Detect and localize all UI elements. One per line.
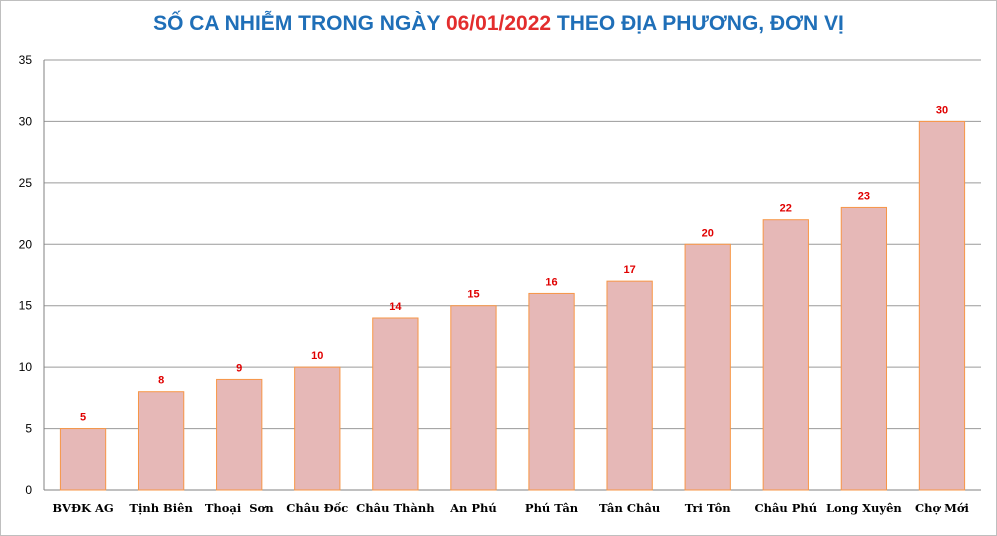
- x-tick-label: Châu Thành: [356, 501, 435, 515]
- x-tick-label: Phú Tân: [525, 501, 579, 515]
- data-label: 15: [467, 289, 479, 301]
- data-label: 30: [936, 104, 948, 116]
- data-label: 20: [702, 227, 714, 239]
- title-suffix: THEO ĐỊA PHƯƠNG, ĐƠN VỊ: [556, 12, 844, 35]
- bar: [137, 391, 185, 491]
- y-tick-label: 35: [19, 53, 33, 67]
- bar: [606, 280, 653, 491]
- data-label: 8: [158, 375, 164, 387]
- x-tick-label: Chợ Mới: [915, 501, 970, 515]
- bars: [59, 120, 966, 491]
- data-label: 17: [624, 264, 636, 276]
- x-tick-label: Châu Đốc: [286, 501, 348, 515]
- gridlines: [44, 59, 981, 430]
- y-tick-label: 20: [19, 237, 33, 251]
- y-tick-label: 15: [19, 299, 33, 313]
- y-tick-label: 5: [25, 422, 32, 436]
- bar: [372, 317, 419, 491]
- data-label: 16: [545, 276, 557, 288]
- labels: 0 5 10 15 20 25 30 35 5 BVĐK AG 8 Tịnh Biên 9 Thoại S…: [19, 53, 970, 515]
- x-tick-label: Châu Phú: [754, 501, 817, 515]
- bar: [216, 378, 263, 491]
- title-prefix: SỐ CA NHIỄM TRONG NGÀY: [153, 12, 441, 35]
- y-tick-label: 30: [19, 114, 33, 128]
- bar: [294, 366, 341, 491]
- x-tick-label: An Phú: [449, 501, 497, 515]
- bar: [684, 243, 731, 491]
- x-tick-label: BVĐK AG: [52, 501, 113, 515]
- x-tick-label: Thoại Sơn: [205, 501, 274, 515]
- bar: [528, 292, 575, 491]
- bar: [762, 219, 809, 491]
- x-tick-label: Tri Tôn: [685, 501, 732, 515]
- data-label: 22: [780, 203, 792, 215]
- data-label: 10: [311, 350, 323, 362]
- y-tick-label: 10: [19, 360, 33, 374]
- bar: [840, 206, 888, 491]
- data-label: 9: [236, 362, 242, 374]
- x-tick-label: Tịnh Biên: [129, 501, 193, 515]
- chart-title: SỐ CA NHIỄM TRONG NGÀY 06/01/2022 THEO Đ…: [0, 12, 997, 36]
- data-label: 5: [80, 412, 86, 424]
- axes: [43, 60, 981, 491]
- x-tick-label: Tân Châu: [599, 501, 660, 515]
- x-tick-label: Long Xuyên: [826, 501, 902, 515]
- data-label: 23: [858, 190, 870, 202]
- bar: [59, 428, 107, 491]
- bar: [450, 305, 497, 491]
- y-tick-label: 0: [25, 483, 32, 497]
- data-label: 14: [389, 301, 402, 313]
- y-tick-label: 25: [19, 176, 33, 190]
- title-date: 06/01/2022: [445, 12, 552, 35]
- bar: [918, 120, 966, 491]
